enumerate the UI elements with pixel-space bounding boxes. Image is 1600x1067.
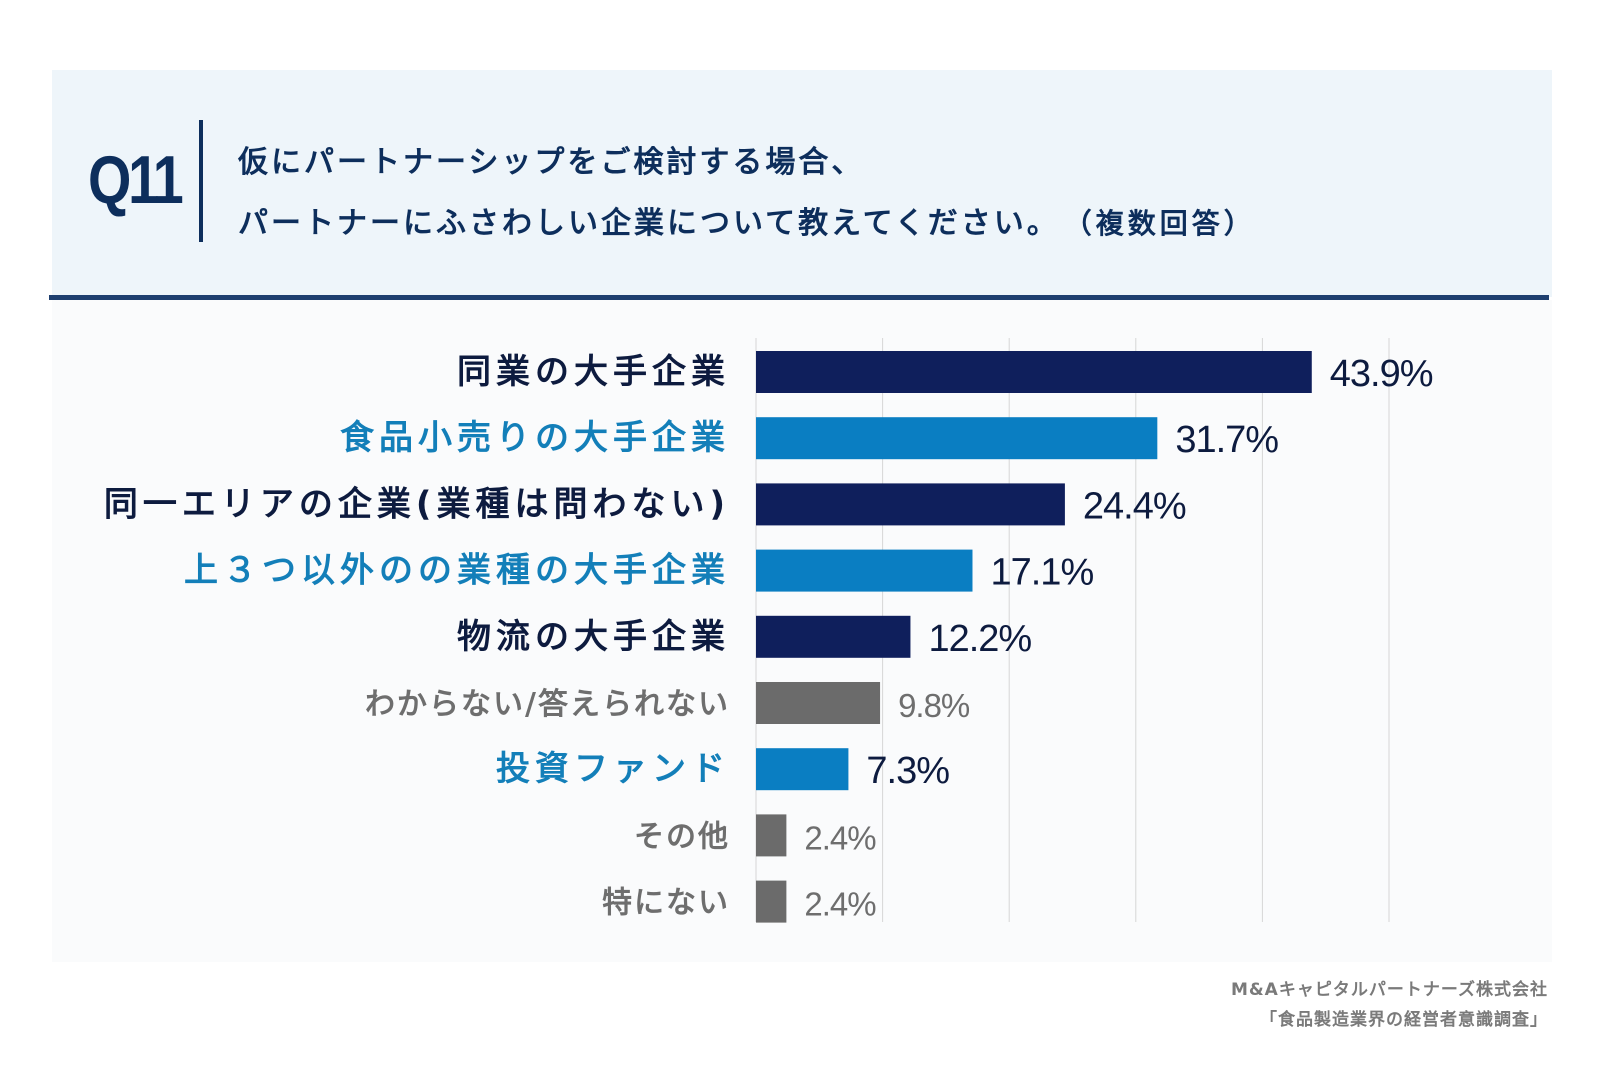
bar-chart: 同業の大手企業 43.9% 食品小売りの大手企業 31.7% 同一エリアの企業(業種は問… xyxy=(104,338,1434,923)
source-company: M&Aキャピタルパートナーズ株式会社 xyxy=(1230,980,1548,1000)
bar xyxy=(756,682,881,724)
category-label: 同一エリアの企業(業種は問わない) xyxy=(104,484,730,524)
value-label: 12.2% xyxy=(928,618,1031,660)
category-label: 同業の大手企業 xyxy=(457,352,730,392)
category-label: 物流の大手企業 xyxy=(457,617,730,657)
value-label: 31.7% xyxy=(1175,419,1278,461)
bar xyxy=(756,814,787,857)
header-underline xyxy=(49,295,1549,300)
bar xyxy=(756,615,911,658)
question-note: （複数回答） xyxy=(1077,207,1256,240)
value-label: 2.4% xyxy=(804,886,876,923)
question-header xyxy=(52,70,1552,297)
category-label: 食品小売りの大手企業 xyxy=(340,418,730,458)
value-label: 43.9% xyxy=(1330,353,1433,395)
category-label: わからない/答えられない xyxy=(365,687,730,722)
question-text-line-2: パートナーにふさわしい企業について教えてください。 （複数回答） xyxy=(238,204,1256,244)
question-number: Q11 xyxy=(88,142,184,218)
bar xyxy=(756,748,849,791)
category-label: その他 xyxy=(634,819,730,854)
question-text-line-1: 仮にパートナーシップをご検討する場合、 xyxy=(238,145,865,180)
bar xyxy=(756,880,787,923)
source-survey: 「食品製造業界の経営者意識調査」 xyxy=(1260,1010,1548,1030)
bar xyxy=(756,417,1158,460)
question-divider xyxy=(199,120,203,242)
value-label: 24.4% xyxy=(1083,485,1186,527)
value-label: 9.8% xyxy=(898,687,970,724)
category-label: 上３つ以外のの業種の大手企業 xyxy=(184,551,730,591)
value-label: 7.3% xyxy=(866,750,949,792)
question-text-main: パートナーにふさわしい企業について教えてください。 xyxy=(238,206,1060,241)
value-label: 17.1% xyxy=(990,552,1093,594)
bar xyxy=(756,549,973,592)
bar xyxy=(756,351,1312,393)
plot-area: 同業の大手企業 43.9% 食品小売りの大手企業 31.7% 同一エリアの企業(業種は問… xyxy=(52,300,1552,962)
category-label: 投資ファンド xyxy=(496,749,730,789)
category-label: 特にない xyxy=(602,886,730,921)
bar xyxy=(756,483,1065,526)
value-label: 2.4% xyxy=(804,819,876,856)
